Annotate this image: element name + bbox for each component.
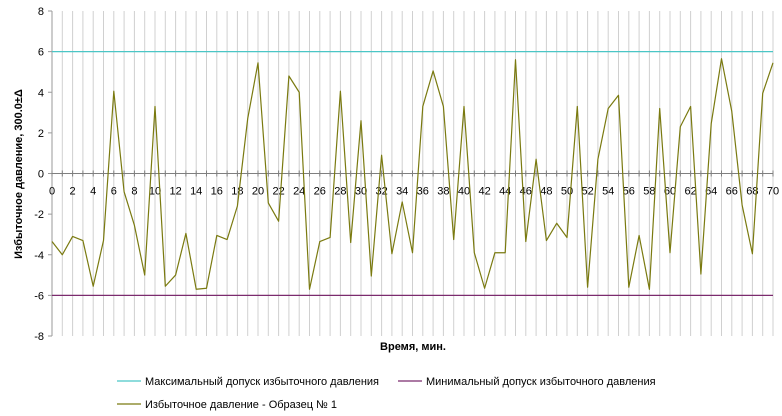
series-lines <box>51 51 774 296</box>
axes <box>48 10 774 337</box>
x-tick-label: 18 <box>231 186 243 198</box>
x-axis-title: Время, мин. <box>380 341 446 353</box>
x-tick-label: 48 <box>540 186 552 198</box>
x-tick-label: 6 <box>111 186 117 198</box>
x-tick-label: 8 <box>131 186 137 198</box>
x-tick-label: 22 <box>272 186 284 198</box>
x-tick-label: 4 <box>90 186 96 198</box>
x-tick-label: 2 <box>70 186 76 198</box>
x-tick-label: 34 <box>396 186 408 198</box>
y-tick-label: -8 <box>34 331 44 343</box>
y-tick-label: 2 <box>38 128 44 140</box>
x-tick-label: 14 <box>190 186 202 198</box>
x-tick-label: 58 <box>643 186 655 198</box>
y-tick-label: 6 <box>38 47 44 59</box>
x-tick-label: 44 <box>499 186 511 198</box>
x-tick-label: 12 <box>169 186 181 198</box>
x-tick-label: 56 <box>623 186 635 198</box>
x-tick-label: 40 <box>458 186 470 198</box>
x-tick-label: 36 <box>417 186 429 198</box>
legend-label-1: Максимальный допуск избыточного давления <box>145 376 379 388</box>
x-tick-labels: 0 2 4 6 8 10 12 14 16 18 20 22 24 26 28 30 32 34 36 38 40 42 4… <box>49 186 779 198</box>
series-line-3 <box>51 58 774 290</box>
legend-label-3: Избыточное давление - Образец № 1 <box>145 399 337 411</box>
legend: Максимальный допуск избыточного давления… <box>117 376 656 411</box>
legend-label-2: Минимальный допуск избыточного давления <box>426 376 656 388</box>
y-tick-label: 8 <box>38 6 44 18</box>
x-tick-label: 70 <box>767 186 779 198</box>
x-tick-label: 62 <box>684 186 696 198</box>
x-tick-label: 28 <box>334 186 346 198</box>
y-tick-label: 0 <box>38 169 44 181</box>
y-axis-title: Избыточное давление, 300.0±Δ <box>13 89 25 259</box>
x-tick-label: 66 <box>726 186 738 198</box>
x-tick-label: 24 <box>293 186 305 198</box>
y-tick-label: -2 <box>34 209 44 221</box>
x-tick-label: 68 <box>746 186 758 198</box>
x-tick-label: 20 <box>252 186 264 198</box>
x-tick-label: 64 <box>705 186 717 198</box>
y-tick-labels: 8 6 4 2 0 -2 -4 -6 -8 <box>34 6 44 343</box>
x-tick-label: 16 <box>211 186 223 198</box>
x-tick-label: 60 <box>664 186 676 198</box>
x-tick-label: 0 <box>49 186 55 198</box>
x-tick-label: 52 <box>581 186 593 198</box>
y-tick-label: -6 <box>34 290 44 302</box>
x-tick-label: 42 <box>478 186 490 198</box>
y-tick-label: 4 <box>38 87 44 99</box>
x-tick-label: 46 <box>520 186 532 198</box>
x-tick-label: 10 <box>149 186 161 198</box>
x-tick-label: 54 <box>602 186 614 198</box>
x-tick-label: 38 <box>437 186 449 198</box>
y-tick-label: -4 <box>34 250 44 262</box>
x-tick-label: 26 <box>314 186 326 198</box>
x-tick-label: 30 <box>355 186 367 198</box>
